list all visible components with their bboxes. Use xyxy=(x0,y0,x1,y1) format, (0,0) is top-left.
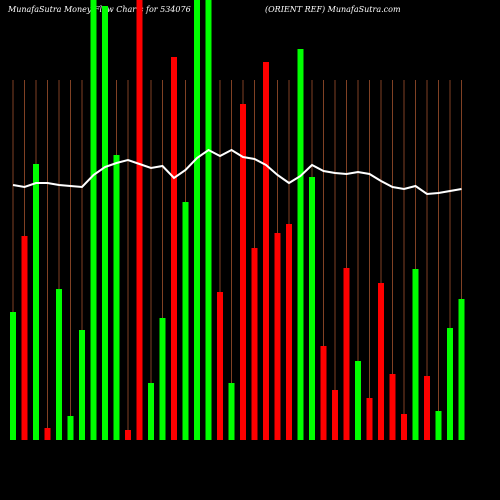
bar xyxy=(251,248,258,440)
bar xyxy=(366,398,373,440)
bar xyxy=(424,376,430,440)
bar xyxy=(401,414,407,440)
bar xyxy=(435,411,442,440)
bar xyxy=(171,57,177,440)
bar xyxy=(33,164,39,440)
bar xyxy=(21,236,28,440)
bar xyxy=(205,0,212,440)
bar xyxy=(458,299,465,440)
bar xyxy=(194,0,200,440)
bar xyxy=(309,177,315,440)
bar xyxy=(56,289,62,440)
bar xyxy=(182,202,189,440)
bar xyxy=(113,155,120,440)
bar xyxy=(274,233,281,440)
bar xyxy=(217,292,223,440)
bar xyxy=(378,283,384,440)
bar xyxy=(159,318,166,440)
bar xyxy=(67,416,74,440)
bar xyxy=(320,346,327,440)
bar xyxy=(389,374,396,440)
bar xyxy=(240,104,246,440)
bar xyxy=(412,269,419,440)
bar xyxy=(286,224,292,440)
bar xyxy=(332,390,338,440)
bar xyxy=(44,428,51,440)
bar xyxy=(125,430,131,440)
bar xyxy=(228,383,235,440)
bar xyxy=(447,328,453,440)
flow-line xyxy=(12,148,462,196)
bar xyxy=(343,268,350,440)
bar xyxy=(263,62,269,440)
bar xyxy=(355,361,361,440)
bar xyxy=(297,49,304,440)
bar xyxy=(148,383,154,440)
bar xyxy=(79,330,85,440)
chart-subtitle: (ORIENT REF) MunafaSutra.com xyxy=(265,5,401,14)
bar xyxy=(136,0,143,440)
chart-title: MunafaSutra Money Flow Charts for 534076 xyxy=(7,5,191,14)
bar xyxy=(102,6,108,440)
bar xyxy=(10,312,16,440)
bar xyxy=(90,0,97,440)
